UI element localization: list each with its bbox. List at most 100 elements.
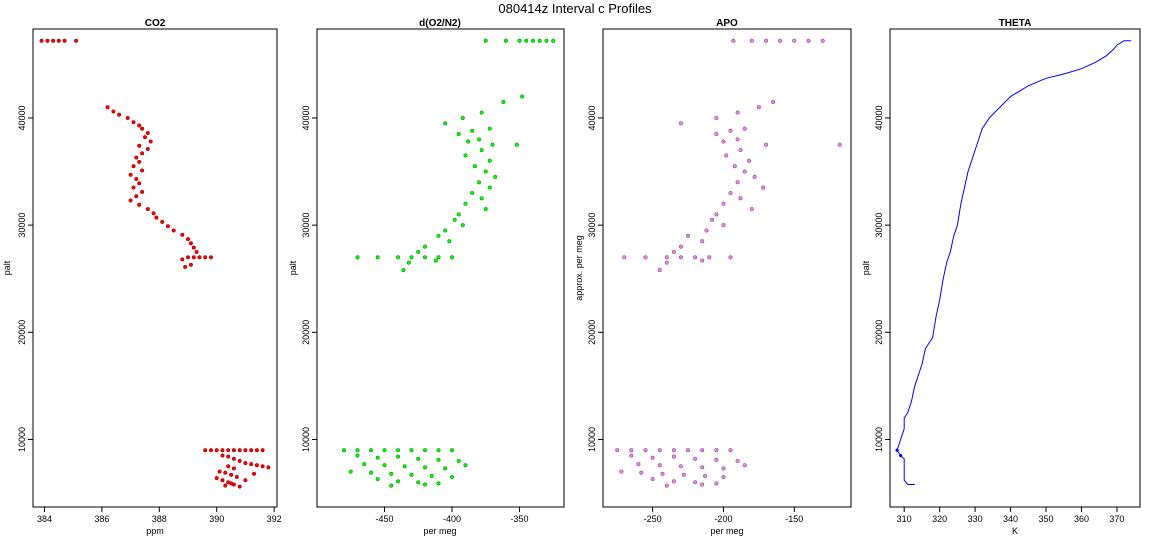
data-point bbox=[203, 448, 208, 453]
data-point bbox=[714, 212, 719, 217]
data-point bbox=[700, 258, 705, 263]
data-point bbox=[436, 255, 441, 260]
data-point bbox=[738, 148, 743, 153]
x-tick-label: -200 bbox=[714, 514, 732, 524]
data-point bbox=[191, 245, 196, 250]
y-axis-label-do2n2: palt bbox=[288, 260, 298, 275]
data-point bbox=[681, 472, 686, 477]
data-point bbox=[895, 448, 899, 452]
axes-apo: -250 -200 -150 10000 20000 30000 40000 bbox=[587, 105, 803, 524]
data-point bbox=[735, 458, 740, 463]
data-point bbox=[487, 185, 492, 190]
y-tick-label: 10000 bbox=[301, 427, 311, 452]
panel-title-do2n2: d(O2/N2) bbox=[419, 18, 461, 29]
x-axis-label-apo: per meg bbox=[710, 526, 743, 536]
data-point bbox=[375, 455, 380, 460]
data-point bbox=[664, 483, 669, 488]
data-point bbox=[231, 448, 236, 453]
x-tick-label: 320 bbox=[932, 514, 947, 524]
data-point bbox=[702, 473, 708, 478]
data-point bbox=[260, 464, 265, 469]
data-point bbox=[524, 38, 529, 43]
data-point bbox=[422, 255, 428, 260]
data-point bbox=[409, 472, 414, 477]
data-point bbox=[234, 474, 239, 480]
panel-title-apo: APO bbox=[716, 18, 738, 29]
data-point bbox=[140, 189, 145, 194]
data-point bbox=[422, 244, 428, 249]
data-point bbox=[131, 185, 136, 190]
data-point bbox=[355, 448, 360, 453]
data-point bbox=[735, 110, 740, 115]
data-point bbox=[700, 239, 705, 244]
x-tick-label: 384 bbox=[37, 514, 52, 524]
x-axis-label-theta: K bbox=[1012, 526, 1018, 536]
data-point bbox=[463, 153, 468, 158]
data-point bbox=[409, 448, 414, 453]
data-point bbox=[678, 244, 683, 249]
data-point bbox=[243, 478, 248, 483]
data-point bbox=[449, 448, 455, 453]
data-point bbox=[51, 38, 56, 43]
data-point bbox=[254, 448, 259, 453]
data-point bbox=[704, 228, 709, 233]
data-point bbox=[476, 180, 482, 185]
panel-apo: APO per meg approx. per meg -250 -200 -150… bbox=[574, 18, 852, 536]
data-point bbox=[422, 448, 428, 453]
data-point bbox=[39, 38, 44, 43]
data-point bbox=[470, 128, 475, 133]
data-point bbox=[721, 201, 726, 206]
data-point bbox=[660, 471, 665, 476]
data-point bbox=[483, 38, 488, 43]
plot-frame-do2n2 bbox=[316, 28, 565, 508]
data-point bbox=[738, 196, 743, 201]
data-point bbox=[436, 457, 441, 462]
data-point bbox=[837, 142, 842, 147]
data-point bbox=[254, 463, 259, 468]
data-point bbox=[671, 479, 676, 484]
data-point bbox=[792, 38, 797, 43]
panel-title-theta: THETA bbox=[999, 18, 1032, 29]
data-point bbox=[728, 128, 733, 133]
data-point bbox=[171, 228, 176, 233]
data-point bbox=[657, 448, 662, 453]
data-point bbox=[700, 482, 705, 487]
data-point bbox=[134, 194, 139, 199]
data-point bbox=[479, 196, 484, 201]
data-point bbox=[537, 38, 542, 43]
data-point bbox=[362, 462, 367, 467]
data-point bbox=[732, 164, 737, 169]
data-point bbox=[443, 466, 448, 471]
data-point bbox=[137, 159, 142, 164]
data-point bbox=[752, 174, 757, 179]
data-point bbox=[355, 255, 360, 260]
data-point bbox=[714, 115, 719, 121]
data-point bbox=[409, 255, 414, 260]
data-point bbox=[622, 255, 627, 260]
data-point bbox=[165, 224, 170, 229]
data-point bbox=[456, 212, 461, 217]
data-point bbox=[650, 455, 655, 460]
data-point bbox=[735, 180, 740, 185]
data-point bbox=[678, 121, 683, 126]
data-point bbox=[368, 448, 374, 453]
x-tick-label: 340 bbox=[1003, 514, 1018, 524]
x-tick-label: 360 bbox=[1074, 514, 1089, 524]
data-point bbox=[763, 38, 769, 43]
marks-do2n2 bbox=[341, 38, 556, 488]
data-point bbox=[685, 448, 691, 453]
data-point bbox=[685, 233, 691, 238]
data-point bbox=[151, 211, 156, 216]
data-point bbox=[493, 174, 498, 179]
y-tick-label: 20000 bbox=[17, 320, 27, 345]
y-tick-label: 20000 bbox=[587, 320, 597, 345]
data-point bbox=[490, 142, 495, 147]
data-point bbox=[700, 465, 705, 470]
x-tick-label: 370 bbox=[1109, 514, 1124, 524]
marks-apo bbox=[615, 38, 842, 488]
data-point bbox=[117, 112, 122, 117]
data-point bbox=[395, 479, 401, 484]
data-point bbox=[208, 448, 214, 453]
data-point bbox=[429, 473, 434, 478]
data-point bbox=[148, 139, 153, 144]
